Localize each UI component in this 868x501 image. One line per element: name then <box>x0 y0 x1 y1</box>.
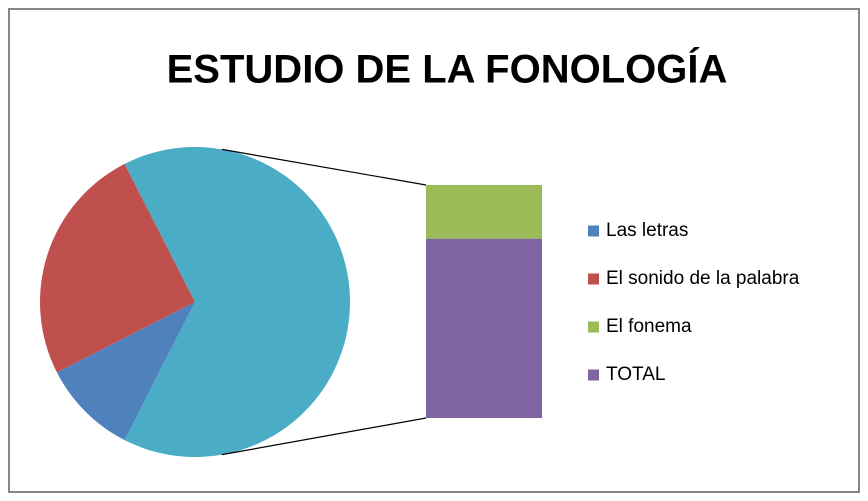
legend-label: TOTAL <box>606 364 665 385</box>
legend-swatch <box>588 273 599 285</box>
bar-segment <box>426 238 542 418</box>
legend-label: Las letras <box>606 220 688 241</box>
pie-slice <box>40 163 196 373</box>
legend-swatch <box>588 321 599 333</box>
chart-title: ESTUDIO DE LA FONOLOGÍA <box>167 47 728 92</box>
bar-segment <box>426 185 542 239</box>
legend-swatch <box>588 369 599 381</box>
pie-slice <box>56 302 196 441</box>
pie-other-slice <box>124 147 350 458</box>
connector-line <box>221 417 427 456</box>
connector-line <box>221 148 427 186</box>
legend-swatch <box>588 225 599 237</box>
legend-label: El sonido de la palabra <box>606 268 800 289</box>
legend-label: El fonema <box>606 316 692 337</box>
